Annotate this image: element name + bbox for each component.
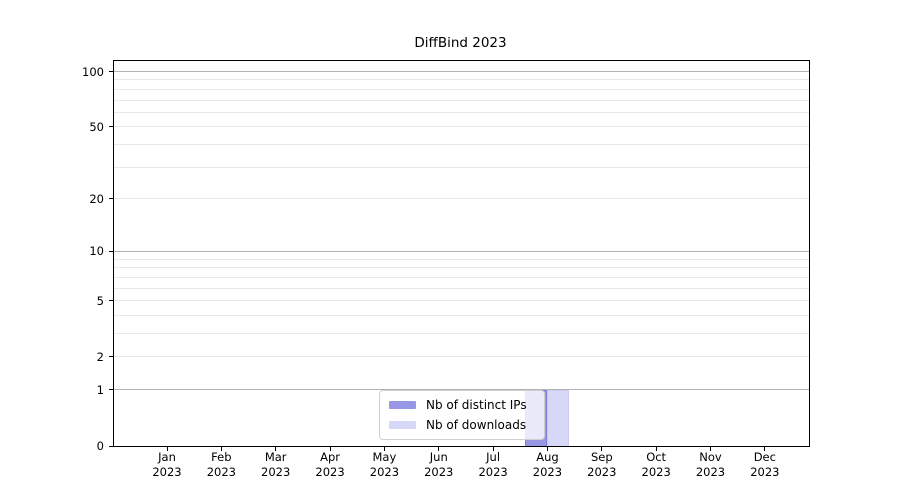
y-tick-mark bbox=[109, 356, 113, 358]
legend-swatch-distinct-ips bbox=[389, 401, 416, 409]
y-tick-label: 100 bbox=[82, 64, 104, 79]
y-tick-mark bbox=[109, 198, 113, 200]
legend-item-downloads: Nb of downloads bbox=[389, 418, 535, 432]
gridline-major bbox=[114, 389, 809, 391]
gridline-minor bbox=[114, 287, 809, 289]
y-tick-mark bbox=[109, 250, 113, 252]
x-tick-label: Jan 2023 bbox=[152, 450, 182, 479]
gridline-minor bbox=[114, 99, 809, 101]
x-tick-mark bbox=[710, 447, 711, 451]
chart-title: DiffBind 2023 bbox=[414, 35, 507, 51]
gridline-minor bbox=[114, 267, 809, 269]
x-tick-label: Jul 2023 bbox=[478, 450, 508, 479]
legend-label-distinct-ips: Nb of distinct IPs bbox=[426, 398, 527, 412]
x-tick-label: Apr 2023 bbox=[315, 450, 345, 479]
x-tick-label: Jun 2023 bbox=[424, 450, 454, 479]
y-tick-mark bbox=[109, 300, 113, 302]
gridline-minor bbox=[114, 166, 809, 168]
x-tick-label: Aug 2023 bbox=[532, 450, 563, 479]
x-tick-mark bbox=[655, 447, 657, 451]
y-tick-label: 20 bbox=[89, 191, 104, 206]
bar-downloads bbox=[547, 389, 570, 446]
y-tick-label: 0 bbox=[96, 439, 104, 453]
legend-label-downloads: Nb of downloads bbox=[426, 418, 527, 432]
y-tick-label: 50 bbox=[89, 119, 104, 134]
gridline-minor bbox=[114, 333, 809, 335]
x-tick-label: Dec 2023 bbox=[750, 450, 780, 479]
x-tick-label: Oct 2023 bbox=[641, 450, 671, 479]
gridline-minor bbox=[114, 144, 809, 146]
gridline-minor bbox=[114, 300, 809, 302]
x-tick-mark bbox=[438, 447, 440, 451]
y-tick-mark bbox=[109, 126, 113, 128]
y-tick-mark bbox=[109, 445, 113, 447]
x-tick-mark bbox=[601, 447, 603, 451]
x-tick-label: Nov 2023 bbox=[695, 450, 726, 479]
gridline-minor bbox=[114, 356, 809, 358]
gridline-minor bbox=[114, 276, 809, 278]
y-tick-label: 5 bbox=[96, 293, 104, 308]
x-tick-mark bbox=[546, 447, 548, 451]
gridline-major bbox=[114, 250, 809, 252]
x-tick-mark bbox=[166, 447, 168, 451]
x-tick-mark bbox=[492, 447, 494, 451]
gridline-minor bbox=[114, 198, 809, 200]
legend-swatch-downloads bbox=[389, 421, 416, 429]
legend-item-distinct-ips: Nb of distinct IPs bbox=[389, 398, 535, 412]
gridline-minor bbox=[114, 258, 809, 260]
gridline-minor bbox=[114, 79, 809, 81]
y-tick-label: 10 bbox=[89, 244, 104, 259]
x-tick-label: Sep 2023 bbox=[587, 450, 617, 479]
x-tick-mark bbox=[220, 447, 222, 451]
gridline-major bbox=[114, 71, 809, 73]
legend: Nb of distinct IPs Nb of downloads bbox=[379, 390, 545, 440]
gridline-minor bbox=[114, 126, 809, 128]
plot-area: Nb of distinct IPs Nb of downloads 0 1 2 5 1… bbox=[82, 60, 810, 479]
gridline-minor bbox=[114, 111, 809, 113]
x-tick-mark bbox=[329, 447, 331, 451]
x-tick-label: Mar 2023 bbox=[261, 450, 291, 479]
y-tick-label: 1 bbox=[96, 382, 104, 397]
gridline-minor bbox=[114, 314, 809, 316]
x-tick-mark bbox=[275, 447, 277, 451]
y-tick-mark bbox=[109, 71, 113, 73]
x-tick-mark bbox=[764, 447, 766, 451]
y-tick-mark bbox=[109, 389, 113, 391]
y-tick-label: 2 bbox=[96, 349, 104, 364]
x-tick-label: Feb 2023 bbox=[206, 450, 236, 479]
x-tick-mark bbox=[383, 447, 385, 451]
x-tick-label: May 2023 bbox=[369, 450, 400, 479]
gridline-minor bbox=[114, 88, 809, 90]
